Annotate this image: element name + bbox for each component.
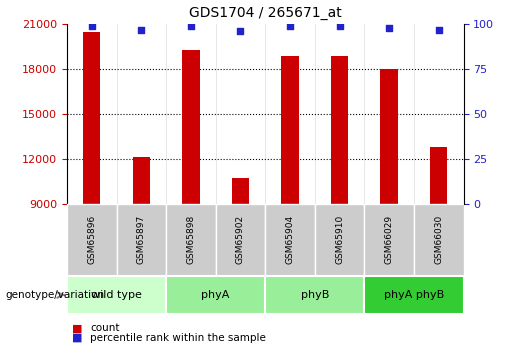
Bar bbox=[265, 276, 365, 314]
Point bbox=[385, 25, 393, 30]
Bar bbox=[133, 157, 150, 204]
Bar bbox=[67, 204, 116, 276]
Bar bbox=[182, 50, 199, 204]
Bar bbox=[331, 56, 348, 204]
Bar bbox=[166, 276, 265, 314]
Text: phyB: phyB bbox=[301, 290, 329, 300]
Point bbox=[137, 27, 145, 32]
Bar bbox=[315, 204, 365, 276]
Text: GSM66030: GSM66030 bbox=[434, 215, 443, 264]
Text: GSM65896: GSM65896 bbox=[87, 215, 96, 264]
Bar bbox=[430, 147, 448, 204]
Point bbox=[88, 23, 96, 29]
Text: wild type: wild type bbox=[91, 290, 142, 300]
Text: GSM66029: GSM66029 bbox=[385, 215, 393, 264]
Text: GSM65898: GSM65898 bbox=[186, 215, 195, 264]
Bar bbox=[265, 204, 315, 276]
Bar bbox=[166, 204, 216, 276]
Bar bbox=[216, 204, 265, 276]
Text: percentile rank within the sample: percentile rank within the sample bbox=[90, 333, 266, 343]
Text: GSM65904: GSM65904 bbox=[285, 215, 295, 264]
Bar bbox=[381, 69, 398, 204]
Text: phyA phyB: phyA phyB bbox=[384, 290, 444, 300]
Title: GDS1704 / 265671_at: GDS1704 / 265671_at bbox=[189, 6, 341, 20]
Text: count: count bbox=[90, 324, 119, 333]
Bar bbox=[281, 56, 299, 204]
Bar bbox=[83, 32, 100, 204]
Point bbox=[435, 27, 443, 32]
Text: GSM65910: GSM65910 bbox=[335, 215, 344, 264]
Text: genotype/variation: genotype/variation bbox=[5, 290, 104, 300]
Text: GSM65902: GSM65902 bbox=[236, 215, 245, 264]
Text: GSM65897: GSM65897 bbox=[137, 215, 146, 264]
Point bbox=[187, 23, 195, 29]
Text: ■: ■ bbox=[72, 324, 82, 333]
Bar bbox=[414, 204, 464, 276]
Text: ■: ■ bbox=[72, 333, 82, 343]
Text: phyA: phyA bbox=[201, 290, 230, 300]
Bar bbox=[67, 276, 166, 314]
Bar bbox=[116, 204, 166, 276]
Point bbox=[286, 23, 294, 29]
Point bbox=[335, 23, 344, 29]
Bar bbox=[365, 276, 464, 314]
Point bbox=[236, 29, 245, 34]
Bar bbox=[365, 204, 414, 276]
Bar bbox=[232, 178, 249, 204]
